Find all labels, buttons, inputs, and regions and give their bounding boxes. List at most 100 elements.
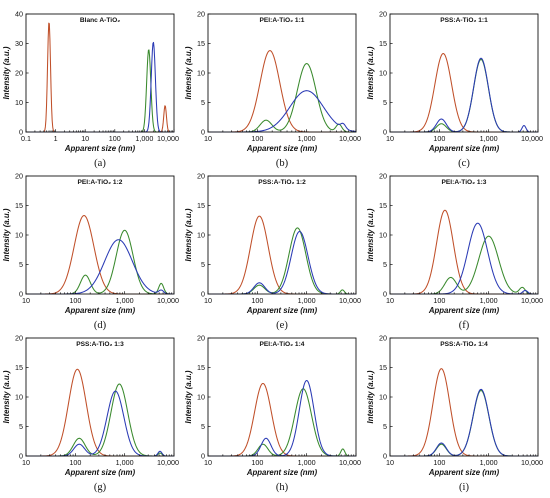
x-tick-label: 10,000 — [157, 134, 179, 143]
plot-frame — [389, 175, 539, 295]
y-axis-label: Intensity (a.u.) — [366, 370, 375, 423]
x-tick-label: 1,000 — [116, 458, 134, 467]
x-tick-label: 10,000 — [521, 134, 543, 143]
y-tick-label: 20 — [197, 334, 205, 343]
y-tick-label: 0 — [201, 128, 205, 137]
y-axis-label: Intensity (a.u.) — [184, 208, 193, 261]
panel-title: PSS:A-TiO₂ 1:2 — [258, 179, 306, 186]
panel-letter: (h) — [276, 482, 289, 493]
x-tick-label: 10 — [386, 134, 394, 143]
panel-title: PEI:A-TiO₂ 1:4 — [260, 341, 305, 348]
x-axis-label: Apparent size (nm) — [246, 144, 318, 153]
plot-frame — [207, 13, 357, 133]
series-red-line — [207, 50, 357, 133]
panel-letter: (e) — [276, 320, 288, 331]
x-tick-label: 10 — [81, 134, 89, 143]
y-tick-label: 20 — [379, 334, 387, 343]
y-axis-label: Intensity (a.u.) — [366, 46, 375, 99]
series-red-line — [25, 215, 175, 295]
plot-frame — [207, 175, 357, 295]
series-red-line — [389, 53, 539, 133]
y-tick-label: 20 — [15, 334, 23, 343]
x-tick-label: 10,000 — [339, 296, 361, 305]
y-tick-label: 20 — [379, 10, 387, 19]
series-red-line — [389, 209, 539, 295]
y-tick-label: 15 — [15, 363, 23, 372]
x-tick-label: 10 — [22, 458, 30, 467]
panel-title: PSS:A-TiO₂ 1:3 — [76, 341, 124, 348]
y-tick-label: 5 — [383, 422, 387, 431]
panel-title: PEI:A-TiO₂ 1:1 — [260, 17, 305, 24]
x-tick-label: 10,000 — [157, 296, 179, 305]
plot-frame — [25, 175, 175, 295]
y-tick-label: 10 — [197, 69, 205, 78]
x-tick-label: 0.1 — [21, 134, 31, 143]
y-tick-label: 15 — [379, 363, 387, 372]
panel-letter: (b) — [276, 158, 289, 169]
x-tick-label: 1,000 — [135, 134, 153, 143]
y-tick-label: 0 — [19, 452, 23, 461]
x-axis-label: Apparent size (nm) — [246, 468, 318, 477]
series-green-line — [207, 63, 357, 133]
y-tick-label: 0 — [19, 128, 23, 137]
x-axis-label: Apparent size (nm) — [428, 144, 500, 153]
y-tick-label: 10 — [15, 98, 23, 107]
series-blue-line — [389, 388, 539, 457]
x-tick-label: 100 — [251, 458, 263, 467]
x-tick-label: 10 — [204, 134, 212, 143]
y-tick-label: 10 — [379, 393, 387, 402]
panel-i: 0 5 10 15 20 10 100 1,000 10,000 PSS:A-TiO₂ 1:4 Ap… — [366, 334, 543, 494]
y-tick-label: 5 — [19, 260, 23, 269]
x-tick-label: 1,000 — [298, 296, 316, 305]
x-tick-label: 10 — [386, 296, 394, 305]
series-blue-line — [207, 379, 357, 457]
y-tick-label: 15 — [197, 201, 205, 210]
panel-a: 0 10 20 30 40 0.1 1 10 100 1,000 10,000 Blanc A-TiO… — [2, 10, 179, 170]
x-axis-label: Apparent size (nm) — [428, 468, 500, 477]
x-tick-label: 1,000 — [480, 458, 498, 467]
x-tick-label: 100 — [251, 296, 263, 305]
panel-c: 0 5 10 15 20 10 100 1,000 10,000 PSS:A-TiO₂ 1:1 Ap… — [366, 10, 543, 170]
x-tick-label: 10,000 — [339, 458, 361, 467]
x-tick-label: 100 — [109, 134, 121, 143]
y-tick-label: 40 — [15, 10, 23, 19]
x-tick-label: 10 — [204, 458, 212, 467]
panel-e: 0 5 10 15 20 10 100 1,000 10,000 PSS:A-TiO₂ 1:2 Ap… — [184, 172, 361, 332]
y-tick-label: 0 — [383, 452, 387, 461]
panel-letter: (f) — [459, 320, 470, 331]
y-tick-label: 10 — [15, 393, 23, 402]
series-green-line — [207, 227, 357, 295]
series-red-line — [389, 368, 539, 457]
x-tick-label: 100 — [433, 134, 445, 143]
y-tick-label: 20 — [15, 69, 23, 78]
panel-h: 0 5 10 15 20 10 100 1,000 10,000 PEI:A-TiO₂ 1:4 Ap… — [184, 334, 361, 494]
x-axis-label: Apparent size (nm) — [428, 306, 500, 315]
x-tick-label: 1,000 — [298, 134, 316, 143]
series-green-line — [207, 388, 357, 457]
y-tick-label: 10 — [197, 231, 205, 240]
panel-letter: (d) — [94, 320, 107, 331]
panel-g: 0 5 10 15 20 10 100 1,000 10,000 PSS:A-TiO₂ 1:3 Ap… — [2, 334, 179, 494]
y-axis-label: Intensity (a.u.) — [2, 46, 11, 99]
series-blue-line — [389, 222, 539, 295]
x-axis-label: Apparent size (nm) — [64, 306, 136, 315]
y-tick-label: 5 — [383, 260, 387, 269]
plot-frame — [389, 13, 539, 133]
x-tick-label: 100 — [69, 458, 81, 467]
x-tick-label: 1,000 — [116, 296, 134, 305]
panel-f: 0 5 10 15 20 10 100 1,000 10,000 PEI:A-TiO₂ 1:3 Ap… — [366, 172, 543, 332]
series-blue-line — [25, 239, 175, 295]
series-green-line — [25, 229, 175, 295]
x-tick-label: 100 — [69, 296, 81, 305]
y-tick-label: 0 — [201, 290, 205, 299]
panel-letter: (i) — [459, 482, 469, 493]
y-tick-label: 15 — [197, 39, 205, 48]
x-tick-label: 10,000 — [157, 458, 179, 467]
x-tick-label: 10,000 — [339, 134, 361, 143]
panel-title: PSS:A-TiO₂ 1:1 — [440, 17, 488, 24]
series-blue-line — [207, 90, 357, 133]
y-tick-label: 5 — [201, 422, 205, 431]
x-axis-label: Apparent size (nm) — [246, 306, 318, 315]
y-tick-label: 10 — [379, 69, 387, 78]
x-tick-label: 10 — [22, 296, 30, 305]
